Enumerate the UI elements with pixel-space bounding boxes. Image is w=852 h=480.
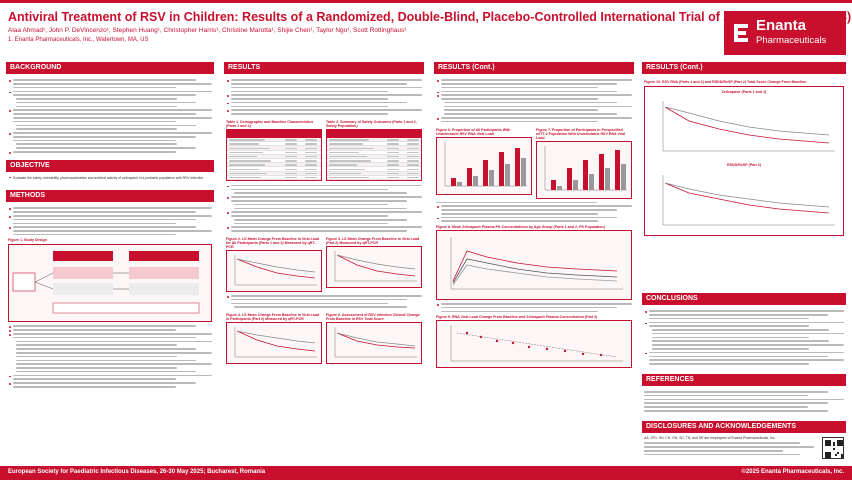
figure-10b-plot	[662, 175, 835, 226]
results-cont-heading: RESULTS (Cont.)	[434, 62, 634, 74]
figure-5-plot	[334, 327, 417, 358]
figure-4-title: Figure 4. LS Mean Change From Baseline i…	[226, 313, 320, 322]
figure-1-title: Figure 1. Study Design	[8, 238, 47, 243]
figure-2-title: Figure 2. LS Mean Change From Baseline i…	[226, 237, 320, 250]
footer-copyright: ©2025 Enanta Pharmaceuticals, Inc.	[741, 469, 844, 475]
figure-7-bar-plot	[544, 145, 627, 190]
figure-8-title: Figure 8. Mean Zelicapavir Plasma PK Con…	[436, 225, 605, 230]
figure-4-plot	[234, 327, 317, 358]
figure-3-title: Figure 3. LS Mean Change From Baseline i…	[326, 237, 420, 246]
enanta-logo: Enanta Pharmaceuticals	[724, 11, 846, 55]
column-2: RESULTS Table 1. Demographic and Baselin…	[224, 62, 424, 367]
references-body	[642, 386, 846, 417]
enanta-logo-mark-icon	[734, 24, 748, 42]
logo-name: Enanta	[756, 17, 807, 34]
results-cont2-heading: RESULTS (Cont.)	[642, 62, 846, 74]
figure-6-chart	[436, 136, 532, 195]
column-4: RESULTS (Cont.) Figure 10. RSV RNA (Part…	[642, 62, 846, 477]
figure-10a-label: Zelicapavir (Parts 1 and 2)	[721, 90, 767, 94]
figure-5-chart	[326, 322, 422, 365]
table-2	[326, 129, 422, 181]
figure-2-chart	[226, 250, 322, 293]
results-heading: RESULTS	[224, 62, 424, 74]
figure-2-plot	[234, 255, 317, 286]
background-body	[6, 74, 214, 158]
figure-7-title: Figure 7. Proportion of Participants in …	[536, 127, 626, 140]
figure-9-title: Figure 9. RNA Viral Load Change From Bas…	[436, 315, 598, 320]
references-heading: REFERENCES	[642, 373, 846, 386]
poster-affiliation: 1. Enanta Pharmaceuticals, Inc., Waterto…	[8, 37, 149, 43]
qr-code-icon	[825, 439, 843, 458]
figure-9-scatter-plot	[450, 325, 623, 362]
footer-conference: European Society for Paediatric Infectio…	[8, 469, 266, 475]
disclosures-heading: DISCLOSURES AND ACKNOWLEDGEMENTS	[642, 420, 846, 433]
figure-7-chart	[536, 140, 632, 199]
poster-authors: Alaa Ahmad¹, John P. DeVincenzo¹, Stephe…	[8, 27, 407, 34]
column-3: RESULTS (Cont.) Figure 6. Proportion of …	[434, 62, 634, 371]
figure-8-pk-plot	[450, 237, 623, 290]
figure-5-title: Figure 5. Assessment of RSV Infection Cl…	[326, 313, 420, 322]
disclosure-text: AA, JPD, SH, CH, CM, SC, TN, and SR are …	[644, 435, 776, 440]
results-body: Table 1. Demographic and Baseline Charac…	[224, 74, 424, 367]
objective-text: Evaluate the safety, tolerability, pharm…	[8, 176, 212, 180]
objective-heading: OBJECTIVE	[6, 159, 214, 172]
methods-heading: METHODS	[6, 190, 214, 203]
study-design-diagram	[12, 251, 200, 314]
methods-body: Figure 1. Study Design	[6, 202, 214, 393]
poster-title: Antiviral Treatment of RSV in Children: …	[8, 10, 852, 24]
figure-10-title: Figure 10. RSV RNA (Parts 1 and 2) and R…	[644, 80, 807, 84]
figure-1-study-design	[8, 244, 212, 323]
background-heading: BACKGROUND	[6, 62, 214, 74]
poster-footer: European Society for Paediatric Infectio…	[0, 466, 852, 480]
figure-6-bar-plot	[444, 141, 527, 186]
results-cont2-body: Figure 10. RSV RNA (Parts 1 and 2) and R…	[642, 74, 846, 239]
conclusions-body	[642, 305, 846, 370]
table-1-title: Table 1. Demographic and Baseline Charac…	[226, 120, 314, 128]
disclosures-body: AA, JPD, SH, CH, CM, SC, TN, and SR are …	[642, 433, 846, 477]
figure-10b-label: RSDD/ReSP (Part 2)	[727, 163, 761, 167]
logo-sub: Pharmaceuticals	[756, 35, 827, 46]
figure-3-chart	[326, 246, 422, 289]
table-2-title: Table 2. Summary of Safety Outcomes (Par…	[326, 120, 417, 128]
qr-code[interactable]	[822, 436, 844, 459]
objective-body: Evaluate the safety, tolerability, pharm…	[6, 172, 214, 190]
figure-10a-plot	[662, 101, 835, 152]
column-1: BACKGROUND OBJECTIVE Evaluate the safety…	[6, 62, 214, 393]
figure-10-chart: Zelicapavir (Parts 1 and 2) RSDD/ReSP (P…	[644, 86, 844, 236]
conclusions-heading: CONCLUSIONS	[642, 293, 846, 305]
figure-3-plot	[334, 251, 417, 282]
figure-6-title: Figure 6. Proportion of All Participants…	[436, 127, 511, 136]
figure-4-chart	[226, 322, 322, 365]
results-cont-body: Figure 6. Proportion of All Participants…	[434, 74, 634, 371]
figure-9-chart	[436, 320, 632, 369]
figure-8-chart	[436, 230, 632, 301]
poster-header: Antiviral Treatment of RSV in Children: …	[0, 0, 852, 58]
table-1	[226, 129, 322, 181]
